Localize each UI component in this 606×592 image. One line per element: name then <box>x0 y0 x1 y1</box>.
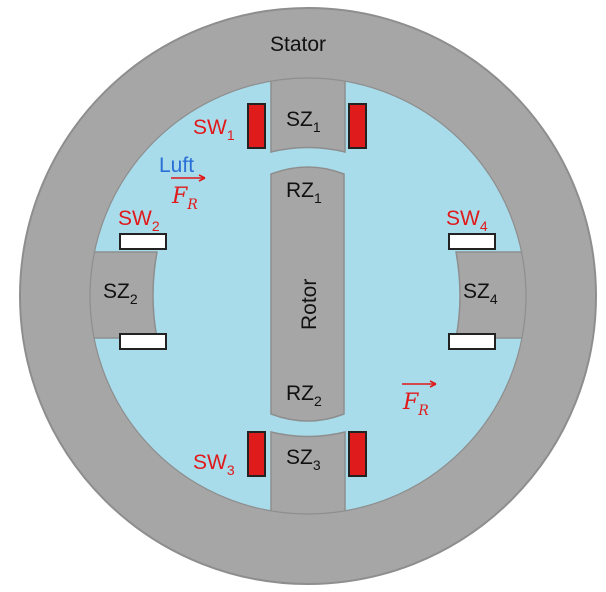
coil-sw4-top <box>448 233 496 250</box>
sw3-label: SW3 <box>193 451 235 478</box>
fr-upper-label: FR <box>171 184 198 213</box>
coil-sw4-bottom <box>448 333 496 350</box>
fr-lower-label: FR <box>402 390 429 419</box>
rotor-label: Rotor <box>298 279 321 330</box>
coil-sw3-right <box>348 431 367 477</box>
rotor-body <box>270 166 345 422</box>
stator-tooth-1 <box>270 78 346 153</box>
rz2-label: RZ2 <box>286 382 322 409</box>
force-fr-lower: FR <box>402 380 437 419</box>
sz2-label: SZ2 <box>103 280 138 307</box>
sw1-label: SW1 <box>193 116 235 143</box>
force-fr-upper: FR <box>171 174 206 213</box>
coil-sw3-left <box>247 431 266 477</box>
sz3-label: SZ3 <box>286 446 321 473</box>
sz1-label: SZ1 <box>286 108 321 135</box>
coil-sw1-right <box>348 103 367 149</box>
coil-sw1-left <box>247 103 266 149</box>
luft-label: Luft <box>159 154 194 177</box>
sw2-label: SW2 <box>118 207 160 234</box>
sw4-label: SW4 <box>446 207 488 234</box>
sz4-label: SZ4 <box>463 280 498 307</box>
rz1-label: RZ1 <box>286 179 322 206</box>
stator-tooth-3 <box>270 431 346 514</box>
coil-sw2-top <box>119 233 167 250</box>
stator-label: Stator <box>270 33 326 56</box>
coil-sw2-bottom <box>119 333 167 350</box>
